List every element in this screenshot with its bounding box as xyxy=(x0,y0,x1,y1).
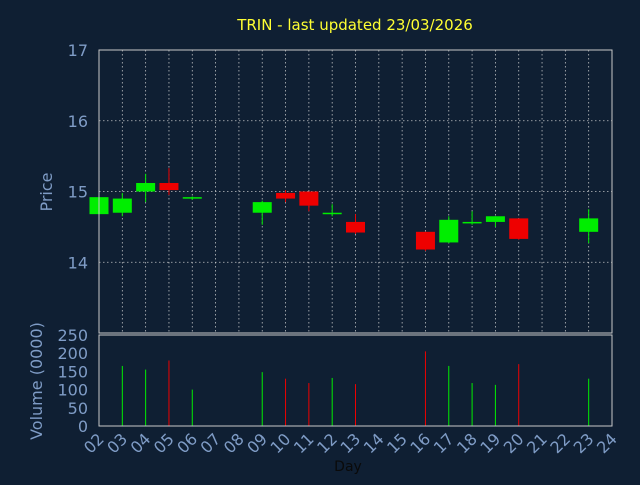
price-tick-label: 14 xyxy=(68,253,88,272)
volume-tick-label: 0 xyxy=(78,417,88,436)
candle-body xyxy=(439,219,459,243)
candle-body xyxy=(159,183,179,191)
axis-ticks: 1415161705010015020025002030405060708091… xyxy=(57,41,620,457)
volume-tick-label: 150 xyxy=(57,362,88,381)
price-tick-label: 17 xyxy=(68,41,88,60)
day-tick-label: 24 xyxy=(593,429,621,457)
price-axis-label: Price xyxy=(37,172,56,211)
candle-body xyxy=(462,221,482,224)
candle-body xyxy=(415,231,435,250)
candle-body xyxy=(485,216,505,222)
price-candles xyxy=(89,168,599,251)
candle-body xyxy=(509,218,529,239)
candle-body xyxy=(112,198,132,213)
volume-tick-label: 50 xyxy=(68,399,88,418)
chart-title: TRIN - last updated 23/03/2026 xyxy=(236,16,473,34)
day-axis-label: Day xyxy=(334,459,362,475)
candle-body xyxy=(346,221,365,233)
candle-body xyxy=(252,202,272,213)
volume-bars xyxy=(121,351,590,426)
price-tick-label: 15 xyxy=(68,183,88,202)
price-tick-label: 16 xyxy=(68,112,88,131)
price-panel-frame xyxy=(98,49,613,334)
volume-panel-frame xyxy=(98,334,613,427)
grid-lines xyxy=(98,49,613,333)
candle-body xyxy=(276,192,296,199)
candle-body xyxy=(136,183,156,192)
candle-body xyxy=(579,218,599,232)
volume-tick-label: 100 xyxy=(57,381,88,400)
candle-body xyxy=(322,212,342,215)
volume-tick-label: 250 xyxy=(57,326,88,345)
candle-body xyxy=(182,197,202,199)
volume-tick-label: 200 xyxy=(57,344,88,363)
candle-body xyxy=(299,191,319,206)
volume-axis-label: Volume (0000) xyxy=(27,322,46,440)
